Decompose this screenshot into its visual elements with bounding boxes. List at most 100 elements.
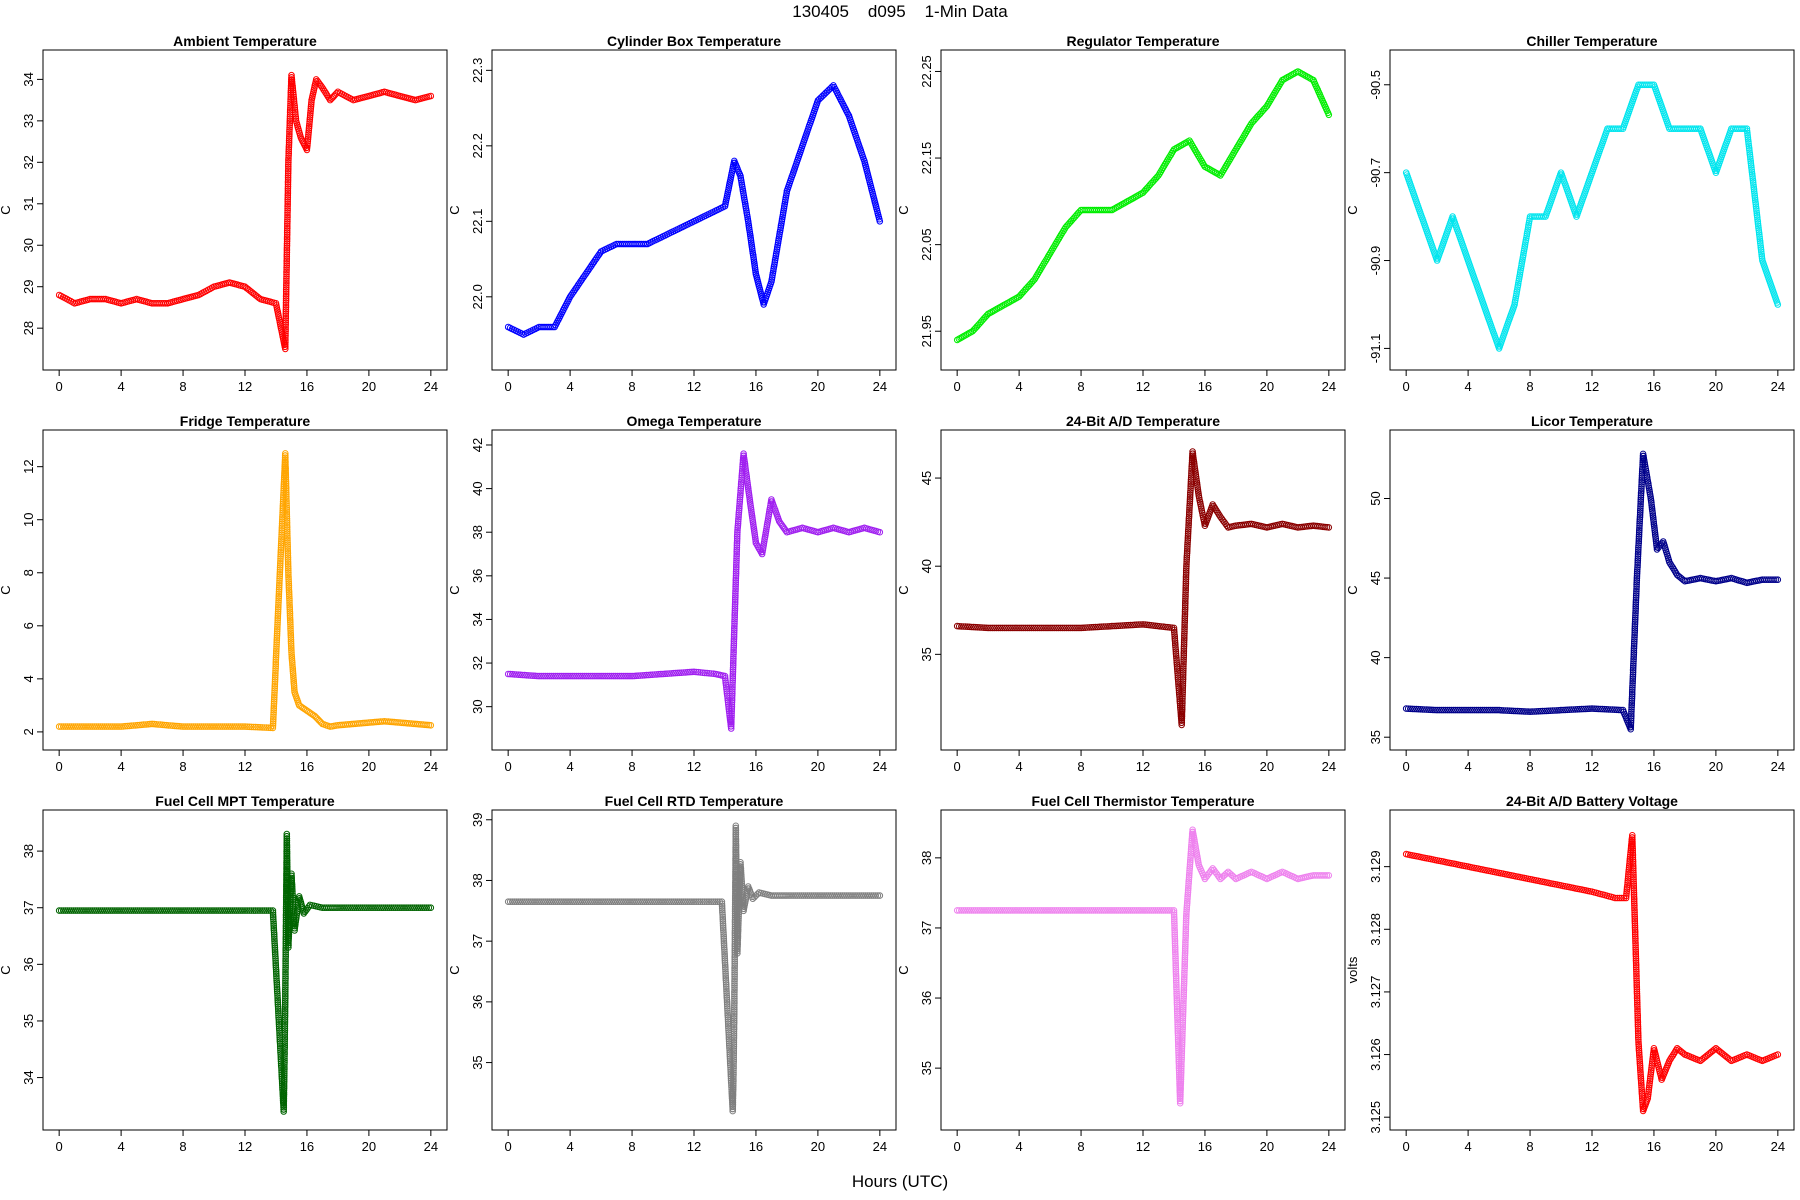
- data-point: [105, 723, 112, 730]
- plot-frame: [42, 809, 448, 1131]
- data-point: [1139, 907, 1147, 914]
- data-point: [684, 668, 692, 676]
- x-tick-label: 20: [362, 379, 376, 394]
- data-point: [728, 696, 736, 704]
- data-point: [227, 723, 234, 730]
- data-point: [277, 553, 284, 560]
- data-point: [1751, 196, 1759, 204]
- data-point: [1030, 624, 1037, 632]
- data-point: [277, 546, 285, 554]
- data-point: [655, 898, 663, 906]
- data-point: [132, 907, 139, 914]
- data-point: [243, 907, 251, 914]
- data-point: [363, 904, 371, 912]
- data-point: [1177, 1089, 1184, 1096]
- data-point: [628, 898, 636, 906]
- data-point: [1096, 907, 1103, 914]
- data-point: [287, 642, 295, 650]
- data-point: [1755, 229, 1763, 236]
- data-point: [725, 1040, 733, 1047]
- y-tick-label: 37: [919, 921, 934, 935]
- data-point: [730, 635, 738, 643]
- data-point: [285, 567, 292, 574]
- data-point: [1179, 1012, 1187, 1020]
- data-point: [752, 537, 760, 545]
- data-point: [1170, 911, 1178, 919]
- x-tick-label: 16: [749, 379, 763, 394]
- data-point: [1185, 874, 1193, 881]
- data-point: [1187, 485, 1194, 492]
- data-point: [237, 907, 245, 914]
- data-point: [285, 141, 293, 149]
- data-point: [258, 724, 266, 731]
- data-point: [74, 907, 81, 914]
- data-point: [1182, 591, 1189, 598]
- data-point: [1580, 705, 1587, 713]
- data-point: [269, 907, 277, 914]
- data-point: [284, 560, 292, 568]
- data-point: [1632, 609, 1639, 617]
- data-point: [285, 565, 292, 572]
- data-point: [285, 163, 292, 170]
- data-point: [287, 621, 294, 628]
- data-point: [1631, 616, 1639, 624]
- data-point: [1185, 876, 1193, 883]
- data-point: [1181, 971, 1188, 979]
- data-point: [1171, 631, 1178, 638]
- data-point: [1632, 614, 1639, 621]
- data-point: [282, 325, 289, 333]
- data-point: [746, 496, 754, 503]
- data-point: [1186, 858, 1194, 866]
- data-point: [275, 1016, 283, 1024]
- data-point: [960, 623, 967, 630]
- data-point: [409, 904, 416, 912]
- data-point: [1186, 504, 1193, 512]
- data-point: [734, 950, 741, 957]
- data-point: [285, 135, 293, 142]
- data-point: [1182, 589, 1189, 596]
- data-point: [1446, 706, 1453, 714]
- data-point: [1086, 624, 1093, 631]
- data-point: [845, 892, 853, 899]
- data-point: [734, 926, 742, 933]
- data-point: [183, 907, 191, 914]
- x-tick-label: 4: [117, 759, 124, 774]
- data-point: [1756, 235, 1764, 243]
- data-point: [198, 723, 205, 730]
- data-point: [1417, 706, 1424, 713]
- data-point: [272, 656, 280, 664]
- data-point: [280, 1095, 288, 1103]
- data-point: [978, 907, 986, 914]
- data-point: [734, 524, 742, 532]
- data-point: [637, 672, 644, 679]
- data-point: [1179, 1008, 1187, 1016]
- x-tick-label: 20: [1709, 379, 1723, 394]
- x-tick-label: 20: [362, 759, 376, 774]
- data-point: [347, 904, 354, 912]
- data-point: [653, 671, 661, 678]
- data-point: [1570, 706, 1577, 713]
- data-point: [273, 981, 281, 989]
- data-point: [1466, 706, 1474, 714]
- data-point: [783, 190, 790, 197]
- data-point: [1754, 218, 1762, 225]
- data-point: [1634, 566, 1641, 573]
- data-point: [1749, 173, 1756, 180]
- data-point: [277, 557, 284, 565]
- data-point: [719, 915, 727, 923]
- data-point: [219, 907, 226, 914]
- data-point: [1568, 706, 1575, 713]
- data-point: [649, 671, 657, 679]
- data-point: [730, 651, 737, 658]
- data-point: [1172, 975, 1180, 982]
- data-point: [1752, 203, 1760, 210]
- data-point: [171, 722, 179, 730]
- data-point: [733, 859, 740, 867]
- data-point: [1754, 214, 1761, 221]
- data-point: [282, 482, 290, 490]
- data-point: [737, 863, 745, 870]
- data-point: [289, 659, 296, 667]
- data-point: [997, 624, 1004, 632]
- data-point: [273, 643, 280, 651]
